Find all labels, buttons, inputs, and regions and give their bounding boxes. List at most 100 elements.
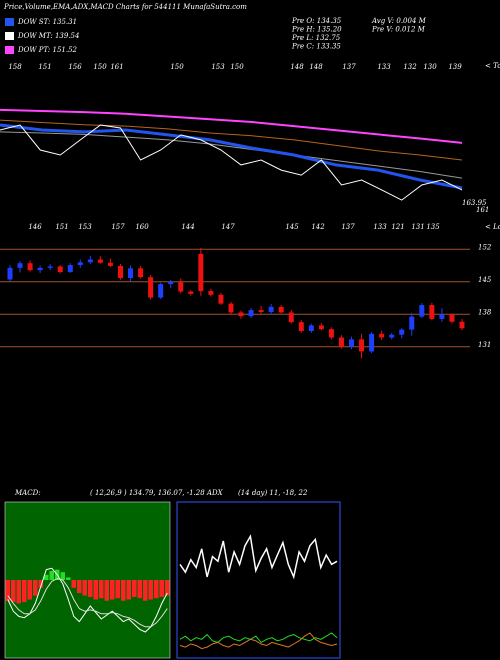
- low-label: 133: [373, 223, 387, 231]
- macd-hist-bar: [16, 580, 21, 604]
- lows-label: < Lows: [485, 223, 500, 231]
- candle-body: [138, 268, 144, 278]
- candle-body: [419, 305, 425, 317]
- macd-hist-bar: [44, 574, 49, 580]
- macd-hist-bar: [137, 580, 142, 599]
- y-tick-label: 152: [478, 243, 492, 251]
- info-left: Pre C: 133.35: [291, 43, 341, 51]
- top-label: 151: [38, 63, 51, 71]
- corner-label: 161: [476, 206, 489, 214]
- macd-hist-bar: [66, 577, 71, 580]
- candle-body: [97, 259, 103, 263]
- candle-body: [379, 333, 385, 338]
- legend-label: DOW ST: 135.31: [17, 18, 77, 26]
- candle-body: [27, 263, 33, 271]
- top-label: 158: [8, 63, 22, 71]
- candle-body: [429, 305, 435, 319]
- info-right: Avg V: 0.004 M: [371, 17, 427, 25]
- legend-swatch: [5, 32, 14, 40]
- legend-swatch: [5, 18, 14, 26]
- top-label: 139: [448, 63, 462, 71]
- candle-body: [47, 266, 53, 268]
- candle-body: [77, 262, 83, 266]
- candle-body: [369, 333, 375, 352]
- candle-body: [459, 321, 465, 329]
- adx-line: [179, 632, 338, 644]
- macd-hist-bar: [38, 580, 43, 588]
- candle-body: [228, 303, 234, 313]
- macd-title: MACD:: [14, 489, 41, 497]
- candle-body: [57, 266, 63, 273]
- macd-hist-bar: [115, 580, 120, 599]
- low-label: 137: [341, 223, 355, 231]
- last-label: 163.95: [462, 199, 487, 207]
- price-line: [0, 124, 463, 201]
- top-label: 130: [423, 63, 437, 71]
- tops-label: < Tops: [485, 62, 500, 70]
- macd-params: ( 12,26,9 ) 134.79, 136.07, -1.28 ADX: [90, 489, 224, 497]
- top-label: 132: [403, 63, 417, 71]
- candle-body: [148, 277, 154, 298]
- info-left: Pre L: 132.75: [291, 34, 341, 42]
- candle-body: [158, 284, 164, 298]
- candle-body: [188, 291, 194, 294]
- candle-body: [168, 281, 174, 285]
- low-label: 151: [55, 223, 68, 231]
- low-label: 146: [28, 223, 42, 231]
- low-label: 142: [311, 223, 325, 231]
- candle-body: [288, 312, 294, 323]
- macd-hist-bar: [11, 580, 16, 603]
- price-line: [0, 108, 463, 144]
- top-label: 133: [377, 63, 391, 71]
- low-label: 160: [135, 223, 149, 231]
- candle-body: [17, 263, 23, 268]
- candle-body: [218, 294, 224, 304]
- candle-body: [268, 306, 274, 312]
- macd-panel: [4, 501, 171, 659]
- macd-hist-bar: [60, 572, 65, 580]
- candle-body: [349, 339, 355, 347]
- adx-params: (14 day) 11, -18, 22: [238, 489, 308, 497]
- macd-hist-bar: [126, 580, 131, 600]
- candle-body: [338, 337, 344, 347]
- candle-body: [128, 268, 134, 279]
- legend-swatch: [5, 46, 14, 54]
- candle-body: [298, 322, 304, 331]
- candle-body: [107, 262, 113, 266]
- candle-body: [399, 329, 405, 335]
- candle-body: [308, 325, 314, 331]
- macd-hist-bar: [33, 580, 38, 596]
- top-label: 150: [93, 63, 107, 71]
- top-label: 148: [309, 63, 323, 71]
- macd-hist-bar: [27, 580, 32, 600]
- candle-body: [359, 339, 365, 352]
- adx-panel: [176, 501, 341, 659]
- candle-body: [117, 266, 123, 279]
- macd-hist-bar: [132, 580, 137, 597]
- candle-body: [389, 334, 395, 338]
- candle-body: [178, 281, 184, 292]
- macd-hist-bar: [99, 580, 104, 599]
- legend-label: DOW MT: 139.54: [17, 32, 79, 40]
- y-tick-label: 138: [478, 308, 492, 316]
- macd-line: [7, 567, 168, 633]
- low-label: 157: [111, 223, 125, 231]
- macd-hist-bar: [121, 580, 126, 601]
- low-label: 145: [285, 223, 299, 231]
- macd-hist-bar: [148, 580, 153, 600]
- candle-body: [37, 267, 43, 271]
- candle-body: [318, 325, 324, 330]
- macd-hist-bar: [22, 580, 27, 603]
- low-label: 131: [411, 223, 424, 231]
- candle-body: [278, 306, 284, 313]
- top-label: 150: [170, 63, 184, 71]
- macd-hist-bar: [93, 580, 98, 600]
- price-line: [0, 131, 463, 179]
- candle-body: [7, 267, 13, 280]
- candle-body: [208, 291, 214, 295]
- macd-hist-bar: [159, 580, 164, 597]
- macd-hist-bar: [77, 580, 82, 593]
- candle-body: [439, 314, 445, 319]
- candle-body: [328, 329, 334, 338]
